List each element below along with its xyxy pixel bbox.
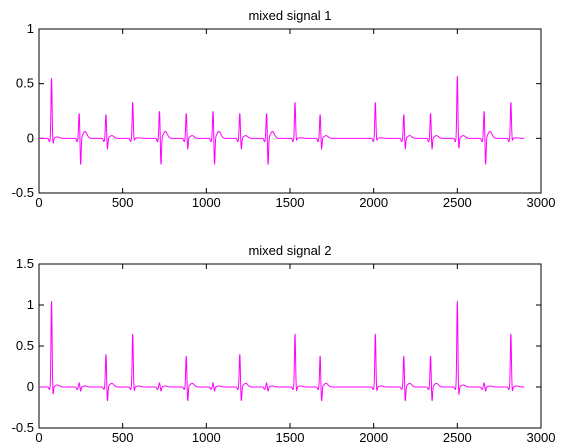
plot-area-frame <box>38 263 542 429</box>
x-tick-label: 500 <box>112 430 134 443</box>
x-tick-label: 1500 <box>276 195 305 210</box>
y-tick-label: 0 <box>27 379 34 394</box>
x-tick-label: 2500 <box>443 430 472 443</box>
y-tick-label: 1.5 <box>16 256 34 271</box>
y-tick-label: -0.5 <box>12 185 34 200</box>
x-tick-label: 0 <box>35 195 42 210</box>
x-tick-label: 1000 <box>192 430 221 443</box>
y-tick-label: -0.5 <box>12 420 34 435</box>
x-tick-label: 1000 <box>192 195 221 210</box>
x-tick-label: 3000 <box>527 430 556 443</box>
series-line <box>39 76 525 165</box>
axes-mixed-signal-2: mixed signal 2 0 500 1000 1500 2000 2500 3000 -… <box>12 243 556 443</box>
x-tick-label: 1500 <box>276 430 305 443</box>
y-tick-label: 0.5 <box>16 76 34 91</box>
x-tick-label: 3000 <box>527 195 556 210</box>
y-tick-label: 1 <box>27 297 34 312</box>
chart-title: mixed signal 2 <box>248 243 331 258</box>
axes-mixed-signal-1: mixed signal 1 0 500 1000 1500 2000 2500 3000 -… <box>12 8 556 210</box>
series-line <box>39 300 525 401</box>
chart-title: mixed signal 1 <box>248 8 331 23</box>
x-tick-label: 500 <box>112 195 134 210</box>
y-tick-label: 0.5 <box>16 338 34 353</box>
y-tick-label: 0 <box>27 130 34 145</box>
x-tick-label: 2000 <box>359 430 388 443</box>
x-tick-label: 0 <box>35 430 42 443</box>
plot-area-frame <box>38 28 542 194</box>
x-tick-label: 2000 <box>359 195 388 210</box>
y-tick-label: 1 <box>27 21 34 36</box>
x-tick-label: 2500 <box>443 195 472 210</box>
